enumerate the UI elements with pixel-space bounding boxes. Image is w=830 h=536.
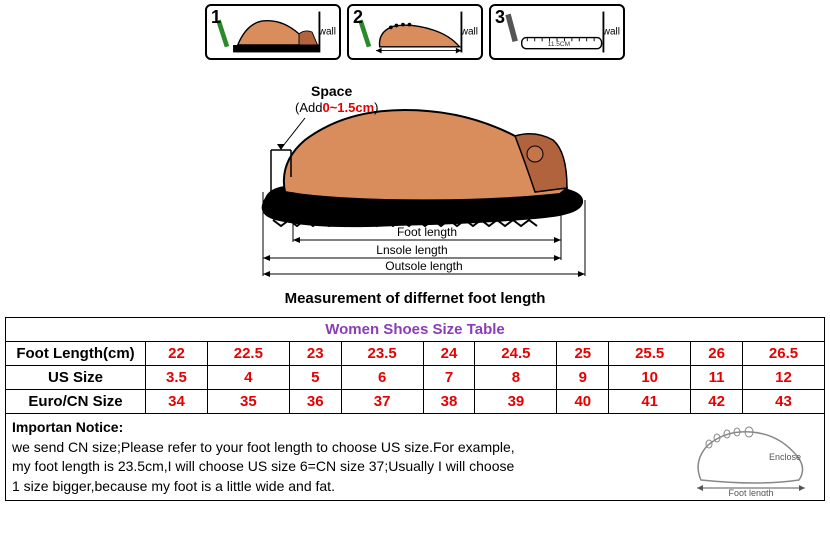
svg-text:Foot length: Foot length — [397, 225, 457, 239]
cell: 26.5 — [743, 342, 825, 366]
step-row: 1 wall 2 wall 3 11.5CM wall — [0, 0, 830, 62]
cell: 41 — [609, 390, 691, 414]
wall-label: wall — [603, 27, 620, 38]
notice-line: my foot length is 23.5cm,I will choose U… — [12, 457, 668, 477]
cell: 40 — [557, 390, 609, 414]
cell: 22.5 — [207, 342, 289, 366]
row-label: US Size — [6, 366, 146, 390]
cell: 24.5 — [475, 342, 557, 366]
svg-text:Outsole length: Outsole length — [385, 259, 462, 273]
svg-text:Space: Space — [311, 83, 352, 99]
caption: Measurement of differnet foot length — [0, 282, 830, 317]
table-row: Foot Length(cm) 22 22.5 23 23.5 24 24.5 … — [6, 342, 825, 366]
cell: 9 — [557, 366, 609, 390]
cell: 42 — [691, 390, 743, 414]
notice-title: Importan Notice: — [12, 418, 668, 438]
cell: 36 — [289, 390, 341, 414]
table-title-row: Women Shoes Size Table — [6, 318, 825, 342]
cell: 26 — [691, 342, 743, 366]
step-num: 3 — [495, 7, 505, 28]
svg-text:Lnsole length: Lnsole length — [376, 243, 447, 257]
cell: 23.5 — [341, 342, 423, 366]
wall-label: wall — [319, 27, 336, 38]
cell: 4 — [207, 366, 289, 390]
cell: 6 — [341, 366, 423, 390]
cell: 37 — [341, 390, 423, 414]
step-3: 3 11.5CM wall — [489, 4, 625, 60]
row-label: Foot Length(cm) — [6, 342, 146, 366]
notice-line: 1 size bigger,because my foot is a littl… — [12, 477, 668, 497]
wall-label: wall — [461, 27, 478, 38]
svg-text:(Add0~1.5cm): (Add0~1.5cm) — [295, 100, 379, 115]
cell: 25.5 — [609, 342, 691, 366]
table-row: US Size 3.5 4 5 6 7 8 9 10 11 12 — [6, 366, 825, 390]
notice-box: Importan Notice: we send CN size;Please … — [5, 414, 825, 501]
step-num: 2 — [353, 7, 363, 28]
row-label: Euro/CN Size — [6, 390, 146, 414]
notice-foot-diagram: Enclose Foot length — [674, 414, 824, 500]
cell: 7 — [423, 366, 475, 390]
notice-line: we send CN size;Please refer to your foo… — [12, 438, 668, 458]
cell: 8 — [475, 366, 557, 390]
step-2: 2 wall — [347, 4, 483, 60]
foot-diagram-svg: Space (Add0~1.5cm) Foot length Lnsole le… — [205, 62, 625, 282]
cell: 11 — [691, 366, 743, 390]
cell: 25 — [557, 342, 609, 366]
cell: 12 — [743, 366, 825, 390]
cell: 5 — [289, 366, 341, 390]
cell: 10 — [609, 366, 691, 390]
cell: 43 — [743, 390, 825, 414]
svg-text:11.5CM: 11.5CM — [548, 41, 570, 48]
size-table: Women Shoes Size Table Foot Length(cm) 2… — [5, 317, 825, 414]
svg-text:Foot length: Foot length — [728, 488, 773, 496]
svg-text:Enclose: Enclose — [769, 452, 801, 462]
cell: 24 — [423, 342, 475, 366]
cell: 34 — [146, 390, 208, 414]
main-diagram: Space (Add0~1.5cm) Foot length Lnsole le… — [0, 62, 830, 282]
cell: 3.5 — [146, 366, 208, 390]
cell: 22 — [146, 342, 208, 366]
table-row: Euro/CN Size 34 35 36 37 38 39 40 41 42 … — [6, 390, 825, 414]
step-num: 1 — [211, 7, 221, 28]
table-title: Women Shoes Size Table — [6, 318, 825, 342]
cell: 39 — [475, 390, 557, 414]
step-1: 1 wall — [205, 4, 341, 60]
cell: 35 — [207, 390, 289, 414]
cell: 23 — [289, 342, 341, 366]
notice-text: Importan Notice: we send CN size;Please … — [6, 414, 674, 500]
cell: 38 — [423, 390, 475, 414]
